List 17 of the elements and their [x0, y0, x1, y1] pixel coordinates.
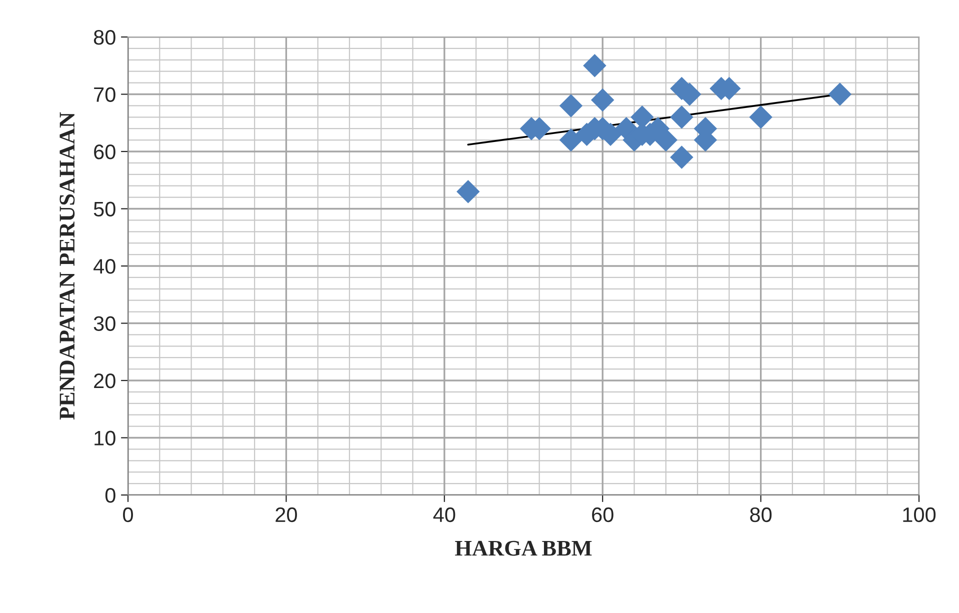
y-tick-label: 20: [94, 374, 116, 388]
y-tick-label: 40: [94, 259, 116, 274]
y-tick-label: 80: [94, 30, 116, 45]
x-tick-label: 20: [276, 507, 297, 522]
x-tick-label: 80: [750, 507, 772, 522]
x-tick-label: 0: [123, 507, 133, 522]
x-tick-label: 40: [433, 507, 456, 522]
y-tick-label: 50: [94, 202, 116, 217]
y-axis-title: PENDAPATAN PERUSAHAAN: [60, 112, 75, 420]
x-tick-label: 60: [592, 507, 614, 522]
y-tick-label: 10: [94, 430, 116, 446]
x-tick-label: 100: [903, 507, 936, 522]
y-tick-label: 70: [94, 87, 116, 102]
y-tick-label: 0: [105, 488, 116, 503]
y-tick-label: 30: [94, 316, 116, 332]
y-tick-label: 60: [94, 144, 116, 160]
x-axis-title: HARGA BBM: [455, 540, 592, 556]
